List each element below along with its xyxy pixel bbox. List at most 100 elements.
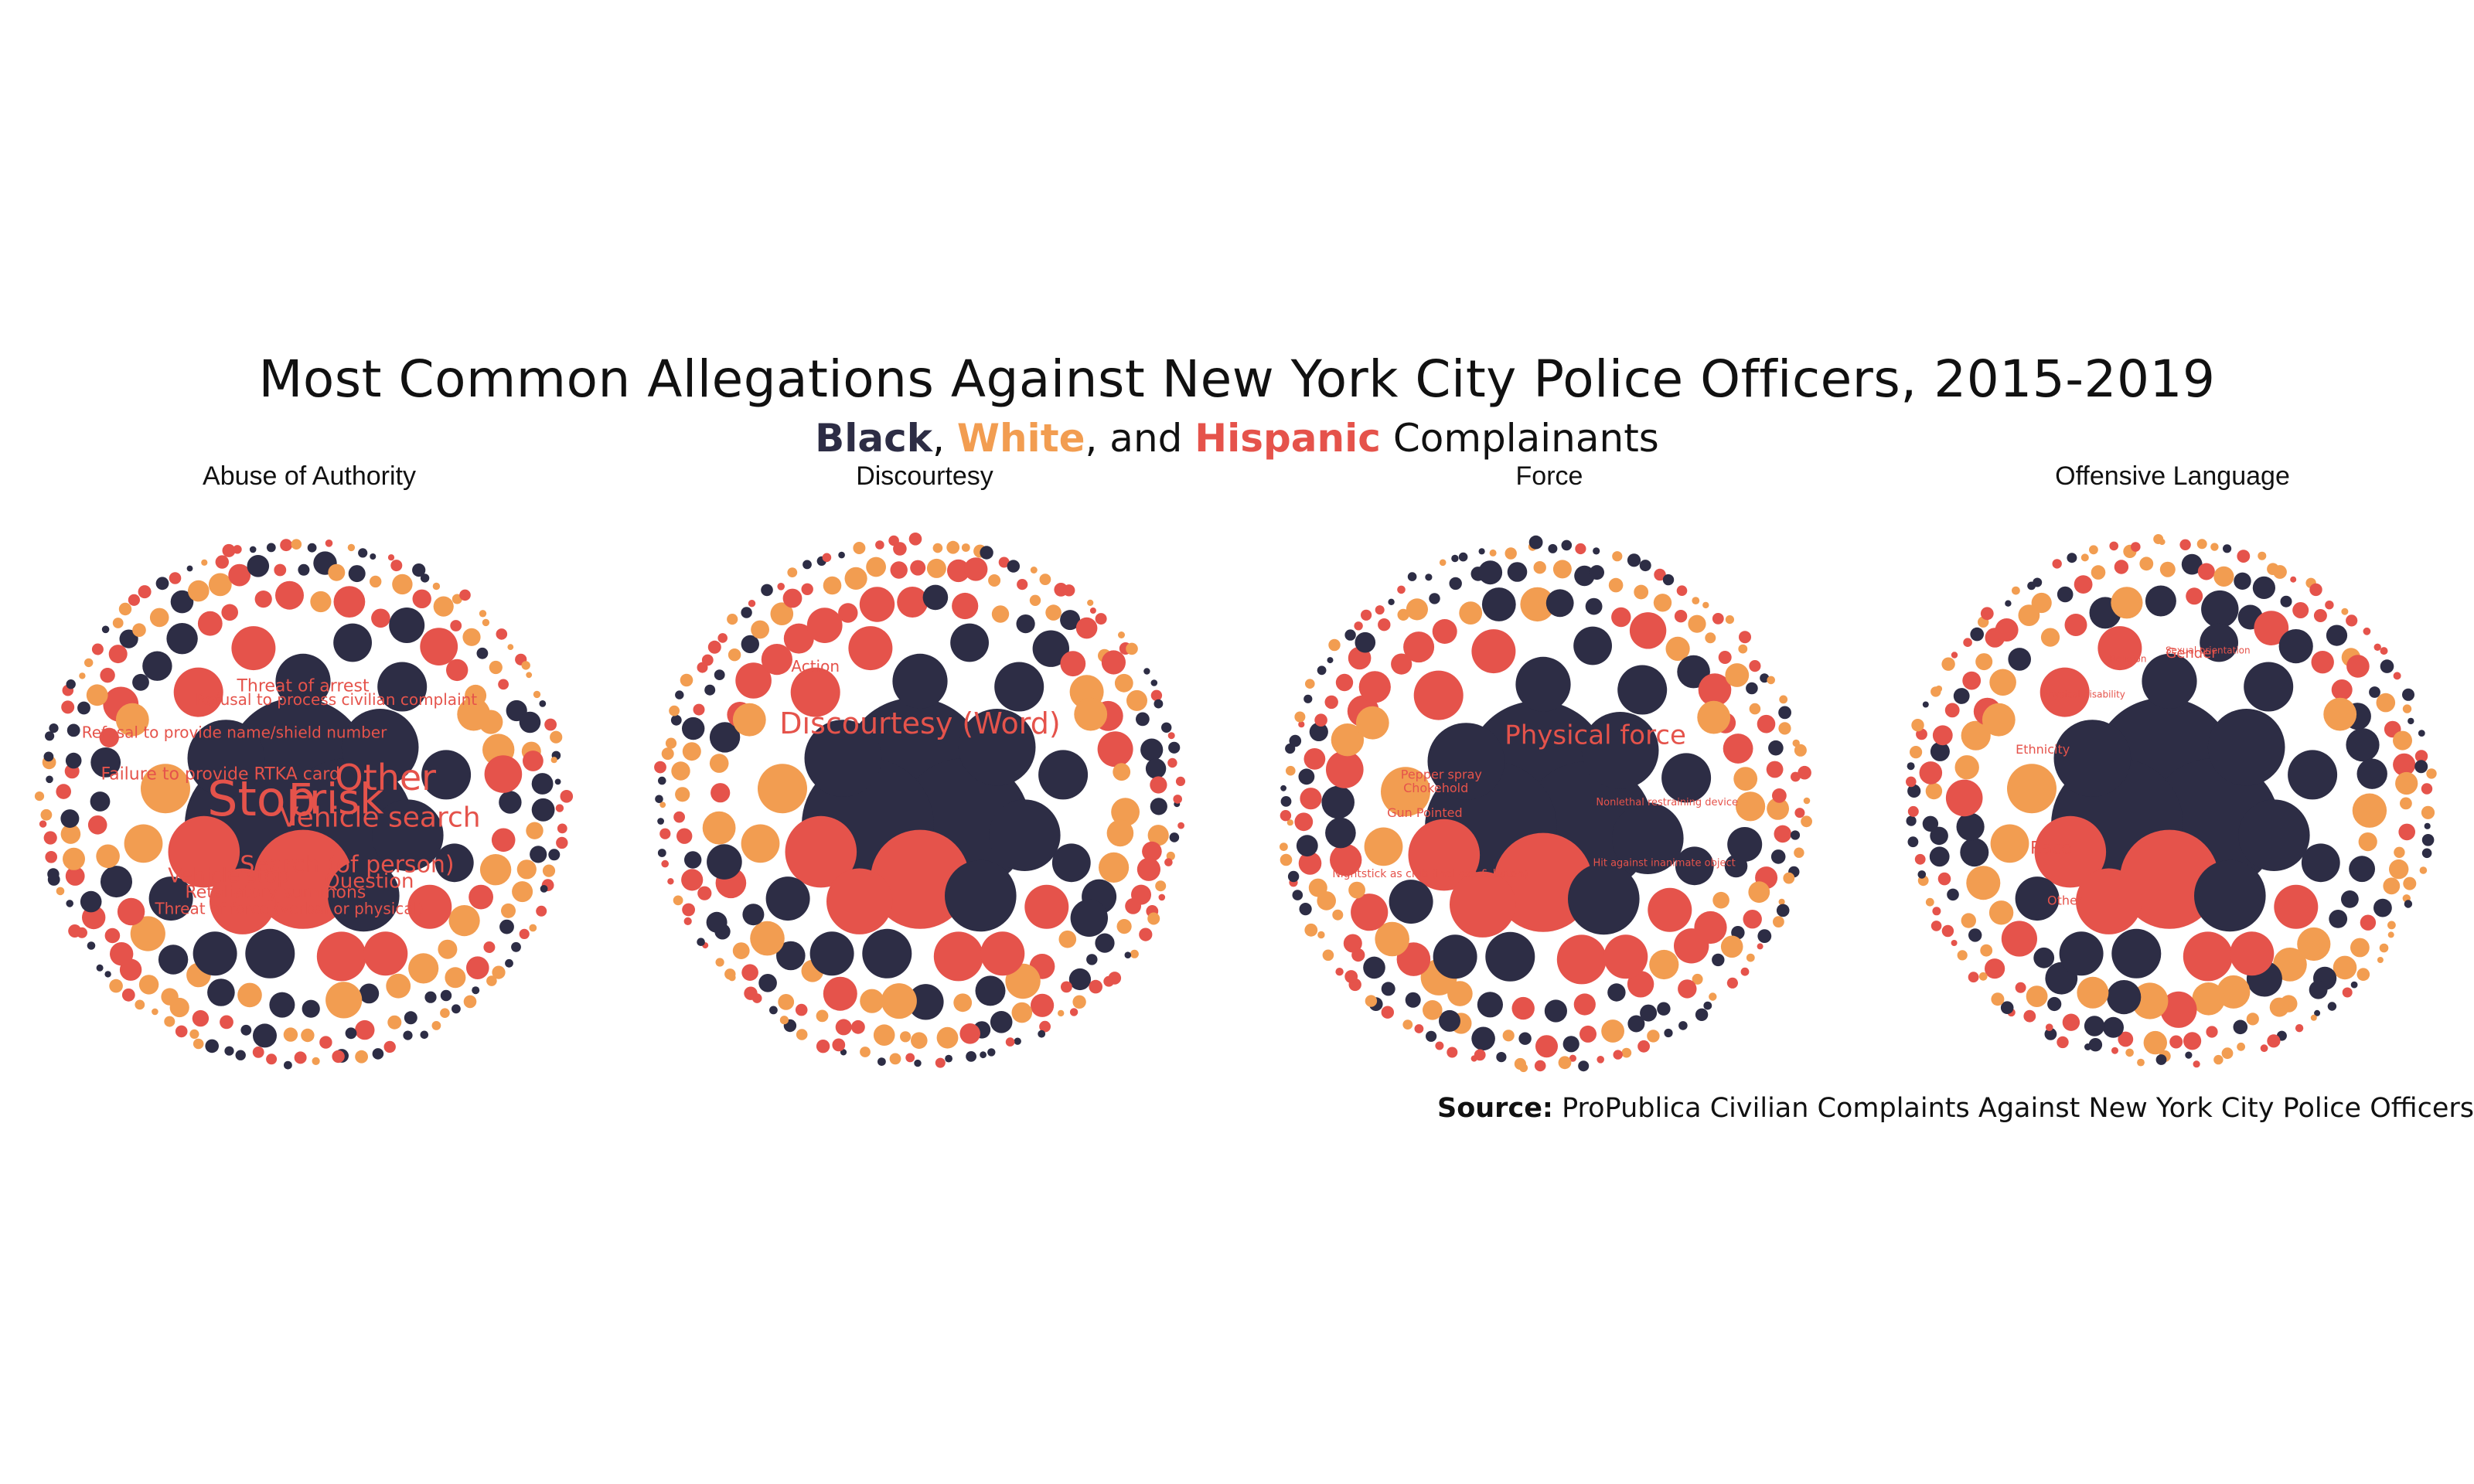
bubble-p4-ring3-98 [2363,627,2371,635]
bubble-p2-ring3-92 [1039,574,1051,585]
bubble-p3-ring2-51 [1478,560,1503,585]
bubble-p1-ring1-21 [87,815,107,835]
bubble-p3-ring3-33 [1470,1055,1477,1062]
bubble-p4-ring2-1 [2400,797,2412,810]
bubble-p1-ring2-46 [149,608,169,628]
bubble-p3-main-8 [1612,802,1684,874]
bubble-p1-ring3-62 [61,700,75,714]
bubble-p3-ring3-109 [1791,771,1801,782]
bubble-p1-ring3-10 [519,928,530,939]
bubble-p2-ring1-28 [783,623,814,654]
bubble-p1-ring3-40 [135,999,145,1010]
bubble-p2-ring1-12 [881,983,917,1019]
bubble-p4-ring2-42 [1962,671,1982,690]
bubble-p2-ring2-39 [682,716,705,740]
bubble-p4-ring3-67 [1963,638,1972,647]
bubble-p2-ring1-38 [1060,651,1086,677]
bubble-p2-main-4 [870,829,970,929]
bubble-p2-ring1-42 [1113,763,1131,781]
bubble-p3-main-9 [1568,863,1640,935]
bubble-p3-ring1-39 [1698,673,1732,706]
bubble-p2-ring3-53 [659,828,671,839]
bubble-p2-ring3-60 [665,737,677,749]
bubble-p3-ring2-36 [1300,788,1322,810]
bubble-p1-ring3-20 [420,1030,429,1040]
bubble-p3-ring1-1 [1736,791,1766,822]
bubble-p2-ring3-68 [717,633,728,643]
bubble-p3-ring2-37 [1298,768,1315,785]
bubble-p2-ring2-20 [873,1024,895,1046]
bubble-p4-ring1-28 [2040,628,2060,647]
bubble-p3-ring3-81 [1505,547,1517,560]
bubble-p1-ring2-51 [247,555,270,577]
bubble-p4-ring2-18 [2169,1035,2183,1049]
bubble-p4-main-8 [2238,799,2310,871]
bubble-p3-ring2-1 [1767,798,1790,820]
bubble-label-p4-6: Sexual orientation [2166,645,2251,656]
bubble-p2-ring3-27 [935,1057,946,1068]
bubble-p2-ring3-54 [657,818,664,825]
bubble-p4-ring3-99 [2373,643,2381,651]
bubble-p4-main-16 [2111,928,2162,979]
bubble-p4-ring3-76 [2067,553,2077,563]
bubble-p2-main-15 [1038,750,1089,800]
bubble-p3-ring1-2 [1727,827,1763,862]
bubble-p1-ring1-23 [90,747,121,778]
bubble-p4-ring3-103 [2402,688,2414,701]
bubble-p2-ring3-33 [840,1049,847,1056]
bubble-p2-ring3-62 [669,705,680,716]
bubble-p1-ring2-48 [187,580,210,602]
bubble-p3-ring3-94 [1692,597,1700,604]
bubble-p1-ring2-4 [516,859,537,880]
bubble-p3-ring3-6 [1783,872,1795,884]
bubble-p3-ring3-56 [1280,796,1292,807]
bubble-p4-ring3-35 [2057,1036,2069,1049]
bubble-p3-ring2-6 [1743,910,1762,929]
bubble-p1-ring3-69 [112,618,124,628]
bubble-p3-ring1-34 [1585,597,1603,615]
bubble-p4-ring1-1 [2352,793,2387,828]
bubble-p4-ring2-54 [2181,553,2203,575]
bubble-p2-ring3-72 [761,584,773,597]
bubble-p1-ring3-53 [43,831,57,845]
bubble-p4-ring1-21 [1956,812,1985,841]
bubble-p1-ring3-52 [45,851,57,863]
bubble-p2-ring2-68 [1140,738,1164,761]
bubble-p1-ring2-20 [253,1023,277,1048]
bubble-p3-ring3-26 [1569,1054,1576,1062]
bubble-p4-ring2-17 [2183,1032,2202,1050]
bubble-p3-ring3-101 [1760,673,1770,683]
bubble-label-p3-5: Nightstick as club (incl asp & baton) [1332,868,1528,880]
bubble-p3-ring3-86 [1575,543,1586,555]
bubble-p3-ring3-10 [1757,929,1772,943]
bubble-p3-ring2-27 [1363,956,1385,979]
bubble-p4-ring3-37 [2045,1023,2053,1031]
bubble-p2-ring3-80 [875,540,884,550]
bubble-p2-ring3-83 [908,533,922,546]
bubble-p4-ring3-56 [1907,784,1921,798]
bubble-p4-ring2-49 [2074,575,2093,594]
bubble-label-p4-4: Gender [2166,645,2217,662]
bubble-p1-main-19 [407,884,452,929]
bubble-p1-ring3-23 [372,1048,384,1060]
bubble-p2-ring3-88 [980,546,993,560]
bubble-p3-ring2-68 [1768,740,1784,756]
bubble-p2-ring3-48 [682,903,695,917]
bubble-p2-main-14 [758,764,807,814]
bubble-p1-ring3-92 [420,574,430,583]
bubble-p4-ring1-31 [2111,587,2143,619]
bubble-p2-ring2-28 [732,942,750,959]
bubble-p3-ring3-41 [1365,995,1378,1007]
bubble-p3-ring2-67 [1757,714,1776,733]
bubble-p2-ring1-29 [806,608,843,643]
bubble-p2-ring2-57 [988,574,1001,587]
bubble-p4-ring3-108 [2414,760,2428,774]
bubble-p2-ring3-56 [655,795,663,804]
bubble-p2-ring3-106 [1167,732,1175,740]
bubble-p3-ring3-48 [1299,903,1312,916]
bubble-label-p1-4: Vehicle search [280,802,481,833]
bubble-p1-ring1-9 [359,983,380,1004]
bubble-p1-ring1-8 [386,973,411,999]
bubble-p3-ring3-1 [1794,808,1805,819]
bubble-p2-ring3-105 [1161,722,1172,733]
